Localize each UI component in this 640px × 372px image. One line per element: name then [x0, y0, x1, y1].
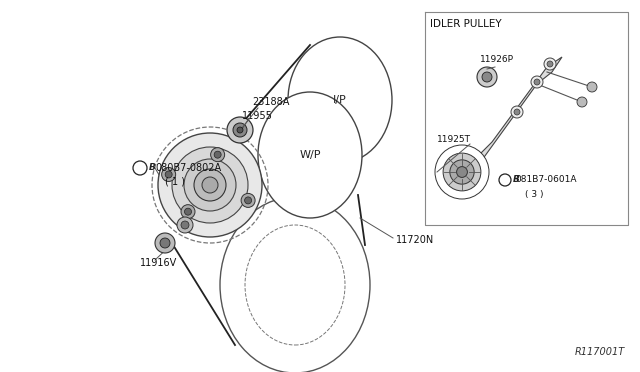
Circle shape — [482, 72, 492, 82]
Circle shape — [587, 82, 597, 92]
Text: 11925T: 11925T — [437, 135, 471, 144]
Circle shape — [435, 145, 489, 199]
Text: 11720N: 11720N — [396, 235, 435, 245]
Circle shape — [214, 151, 221, 158]
Text: 11926P: 11926P — [480, 55, 514, 64]
Circle shape — [155, 233, 175, 253]
Text: R117001T: R117001T — [575, 347, 625, 357]
Circle shape — [165, 171, 172, 178]
Circle shape — [233, 123, 247, 137]
Circle shape — [450, 160, 474, 184]
Circle shape — [158, 133, 262, 237]
Circle shape — [577, 97, 587, 107]
Circle shape — [237, 127, 243, 133]
Circle shape — [184, 208, 191, 215]
Text: I/P: I/P — [333, 95, 347, 105]
Circle shape — [456, 167, 467, 177]
Polygon shape — [467, 57, 562, 170]
Text: 11916V: 11916V — [140, 258, 177, 268]
Circle shape — [181, 205, 195, 219]
Circle shape — [160, 238, 170, 248]
Circle shape — [241, 193, 255, 208]
Circle shape — [244, 197, 252, 204]
Text: ( 1 ): ( 1 ) — [165, 177, 185, 187]
Text: IDLER PULLEY: IDLER PULLEY — [430, 19, 502, 29]
Text: ( 3 ): ( 3 ) — [525, 189, 543, 199]
Circle shape — [227, 117, 253, 143]
Circle shape — [547, 61, 553, 67]
Circle shape — [162, 167, 175, 182]
Circle shape — [177, 217, 193, 233]
Text: B: B — [149, 164, 156, 173]
Circle shape — [511, 106, 523, 118]
Text: 11955: 11955 — [242, 111, 273, 121]
Ellipse shape — [288, 37, 392, 163]
Circle shape — [202, 177, 218, 193]
Circle shape — [211, 148, 225, 162]
Circle shape — [184, 159, 236, 211]
Text: 23188A: 23188A — [252, 97, 289, 107]
Text: 081B7-0601A: 081B7-0601A — [515, 176, 577, 185]
Circle shape — [544, 58, 556, 70]
Text: B: B — [513, 176, 520, 185]
Ellipse shape — [258, 92, 362, 218]
Text: W/P: W/P — [300, 150, 321, 160]
Circle shape — [534, 79, 540, 85]
Circle shape — [443, 153, 481, 191]
Text: 080B7-0802A: 080B7-0802A — [155, 163, 221, 173]
Circle shape — [172, 147, 248, 223]
Circle shape — [194, 169, 226, 201]
Circle shape — [477, 67, 497, 87]
Circle shape — [531, 76, 543, 88]
Circle shape — [514, 109, 520, 115]
Circle shape — [181, 221, 189, 229]
